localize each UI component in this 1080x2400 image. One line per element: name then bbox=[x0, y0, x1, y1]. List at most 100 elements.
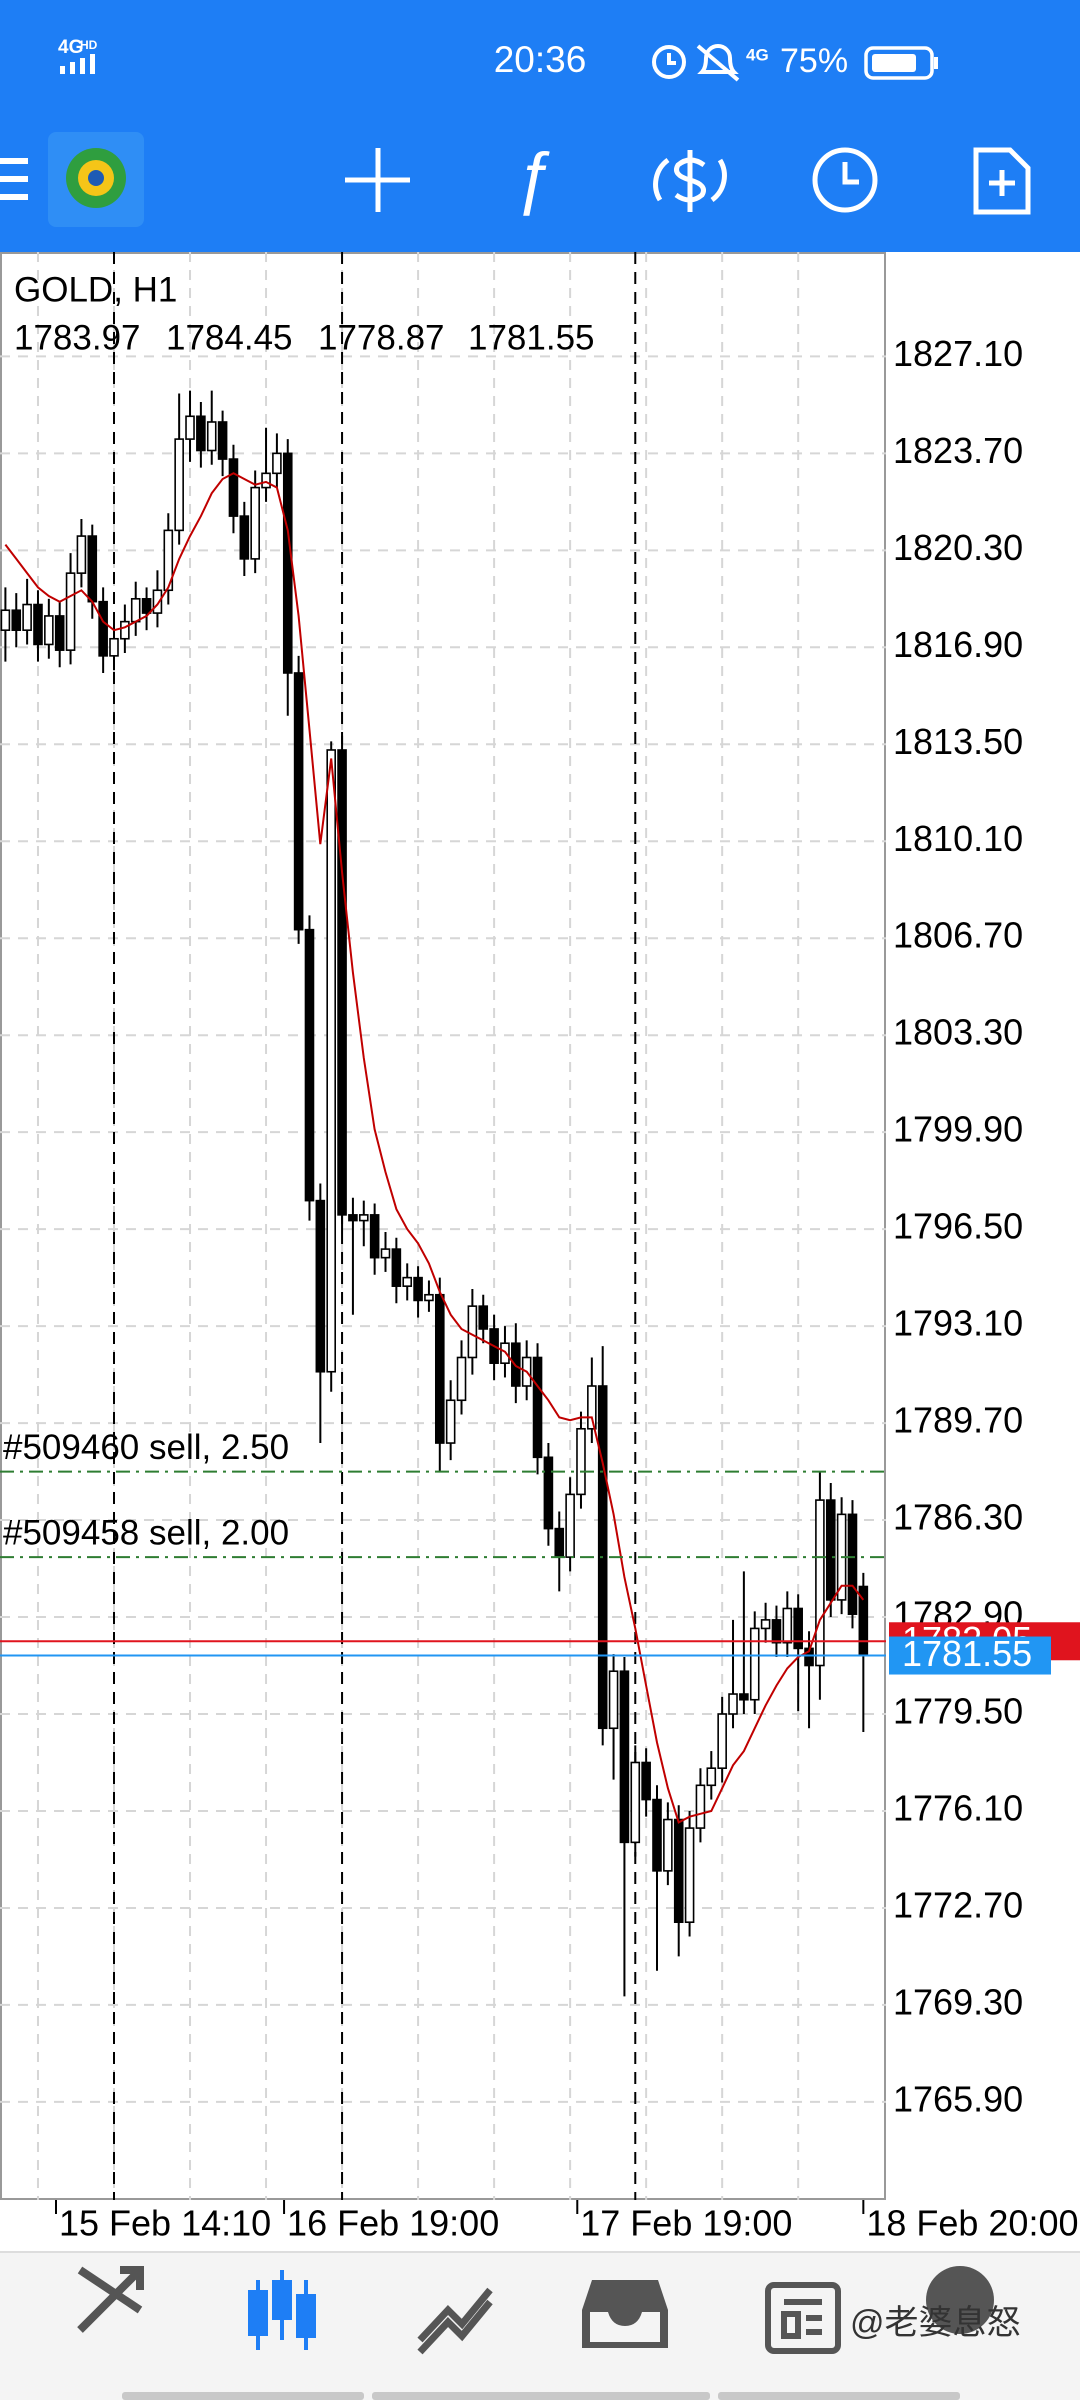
y-tick-label: 1820.30 bbox=[893, 527, 1023, 568]
candle-body bbox=[554, 1527, 565, 1558]
y-tick-label: 1799.90 bbox=[893, 1109, 1023, 1150]
chart-title: GOLD, H1 bbox=[14, 270, 177, 309]
indicators-button[interactable]: ƒ bbox=[514, 137, 553, 216]
candle-body bbox=[825, 1499, 836, 1601]
candle-body bbox=[250, 486, 260, 560]
trade-button[interactable] bbox=[653, 150, 727, 212]
y-tick-label: 1827.10 bbox=[893, 333, 1023, 374]
candle-body bbox=[695, 1784, 706, 1829]
candle-body bbox=[358, 1214, 369, 1222]
candle-body bbox=[22, 603, 32, 631]
y-tick-label: 1765.90 bbox=[893, 2078, 1023, 2119]
y-tick-label: 1806.70 bbox=[893, 915, 1023, 956]
bid-label: 1781.55 bbox=[902, 1633, 1032, 1674]
candle-body bbox=[565, 1493, 575, 1558]
candle-body bbox=[424, 1293, 434, 1302]
candle-body bbox=[706, 1767, 717, 1787]
trade-tab[interactable] bbox=[417, 2287, 493, 2355]
y-tick-label: 1816.90 bbox=[893, 624, 1023, 665]
candle-body bbox=[196, 415, 206, 452]
clock: 20:36 bbox=[494, 39, 587, 80]
candle-body bbox=[315, 1199, 326, 1373]
candle-body bbox=[293, 672, 304, 931]
candle-body bbox=[272, 452, 282, 475]
bottom-nav bbox=[0, 2252, 1080, 2400]
candle-body bbox=[728, 1693, 738, 1715]
ohlc-close: 1781.55 bbox=[468, 318, 595, 357]
news-tab[interactable] bbox=[765, 2282, 841, 2354]
candle-body bbox=[663, 1818, 673, 1872]
candle-body bbox=[87, 535, 98, 603]
app-logo[interactable] bbox=[48, 132, 144, 227]
candle-body bbox=[717, 1713, 727, 1769]
candle-body bbox=[98, 600, 108, 657]
candle-body bbox=[54, 615, 65, 651]
candle-body bbox=[261, 472, 271, 489]
x-tick-label: 16 Feb 19:00 bbox=[287, 2203, 499, 2244]
x-tick-label: 18 Feb 20:00 bbox=[866, 2203, 1078, 2244]
objects-button[interactable] bbox=[973, 147, 1031, 215]
ohlc-open: 1783.97 bbox=[14, 318, 141, 357]
candle-body bbox=[109, 637, 119, 657]
plot-area bbox=[0, 252, 886, 2200]
candle-body bbox=[478, 1305, 489, 1330]
y-tick-label: 1813.50 bbox=[893, 721, 1023, 762]
candle-body bbox=[163, 529, 174, 592]
settings-tab[interactable] bbox=[926, 2266, 994, 2334]
battery-percent: 75% bbox=[780, 42, 848, 80]
candle-body bbox=[141, 598, 152, 614]
candle-body bbox=[239, 515, 250, 560]
candle-body bbox=[608, 1670, 619, 1730]
app-header bbox=[0, 0, 1080, 252]
candle-body bbox=[652, 1798, 662, 1872]
candle-body bbox=[630, 1761, 641, 1844]
candle-body bbox=[337, 749, 347, 1216]
candle-body bbox=[760, 1619, 771, 1630]
chart-tab[interactable] bbox=[248, 2270, 316, 2350]
nav-indicators bbox=[122, 2392, 960, 2400]
candle-body bbox=[391, 1248, 402, 1287]
candle-body bbox=[120, 620, 130, 640]
candle-body bbox=[847, 1513, 858, 1615]
candle-body bbox=[174, 438, 184, 532]
moving-average bbox=[4, 472, 865, 1824]
hd-label: HD bbox=[80, 38, 98, 52]
crosshair-button[interactable] bbox=[345, 148, 410, 212]
y-tick-label: 1779.50 bbox=[893, 1691, 1023, 1732]
ohlc-low: 1778.87 bbox=[318, 318, 445, 357]
order-label: #509460 sell, 2.50 bbox=[3, 1428, 289, 1467]
watermark: @老婆息怒 bbox=[850, 2304, 1021, 2342]
signal-icon bbox=[60, 54, 95, 74]
y-tick-label: 1769.30 bbox=[893, 1981, 1023, 2022]
candle-body bbox=[130, 598, 141, 623]
candle-body bbox=[467, 1305, 478, 1359]
candle-body bbox=[815, 1499, 825, 1667]
menu-button[interactable] bbox=[0, 158, 28, 200]
candle-body bbox=[619, 1670, 630, 1844]
y-tick-label: 1793.10 bbox=[893, 1303, 1023, 1344]
y-tick-label: 1772.70 bbox=[893, 1884, 1023, 1925]
candle-body bbox=[304, 928, 315, 1202]
y-tick-label: 1789.70 bbox=[893, 1400, 1023, 1441]
candle-body bbox=[33, 603, 43, 646]
candle-body bbox=[793, 1607, 803, 1650]
network-right: 4G bbox=[746, 45, 769, 64]
history-tab[interactable] bbox=[582, 2280, 668, 2348]
candle-body bbox=[76, 535, 87, 574]
candle-body bbox=[532, 1356, 543, 1459]
quotes-tab[interactable] bbox=[77, 2266, 144, 2333]
x-tick-label: 17 Feb 19:00 bbox=[580, 2203, 792, 2244]
candle-body bbox=[413, 1276, 423, 1302]
candle-body bbox=[326, 749, 337, 1373]
candle-body bbox=[206, 421, 217, 452]
bid-label-box bbox=[889, 1636, 1051, 1675]
candle-body bbox=[11, 609, 22, 631]
candle-body bbox=[228, 458, 239, 517]
period-button[interactable] bbox=[812, 147, 878, 213]
chart bbox=[0, 252, 886, 2214]
candle-body bbox=[185, 415, 195, 440]
candle-body bbox=[587, 1385, 597, 1430]
candle-body bbox=[739, 1693, 749, 1701]
